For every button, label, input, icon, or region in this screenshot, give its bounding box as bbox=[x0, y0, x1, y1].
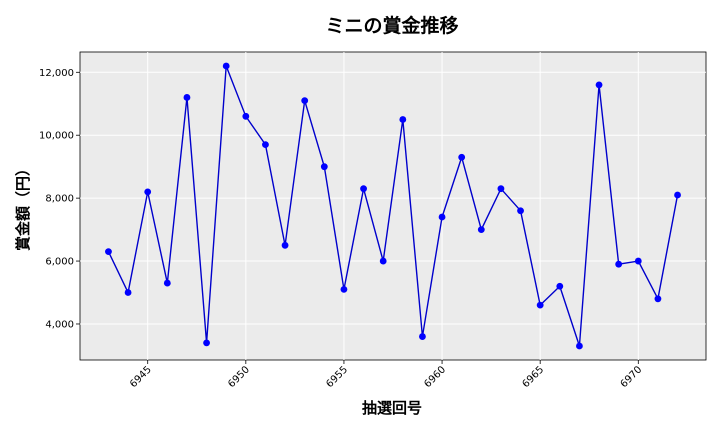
data-point bbox=[654, 295, 662, 303]
y-tick-label: 4,000 bbox=[45, 319, 74, 330]
y-tick-label: 12,000 bbox=[39, 68, 74, 79]
data-point bbox=[262, 141, 269, 149]
y-tick-label: 6,000 bbox=[45, 257, 74, 268]
x-tick-label: 6965 bbox=[521, 364, 547, 390]
data-point bbox=[203, 339, 210, 347]
series bbox=[105, 62, 681, 350]
x-tick-label: 6950 bbox=[226, 364, 252, 390]
data-point bbox=[379, 257, 387, 265]
data-point bbox=[183, 94, 191, 101]
data-point bbox=[497, 185, 505, 193]
data-point bbox=[556, 282, 564, 290]
data-point bbox=[360, 185, 367, 193]
data-point bbox=[615, 260, 623, 268]
data-point bbox=[144, 188, 152, 196]
data-point bbox=[438, 213, 446, 221]
data-point bbox=[105, 248, 112, 256]
data-point bbox=[576, 342, 583, 350]
data-point bbox=[458, 153, 466, 161]
data-point bbox=[124, 289, 132, 296]
grid bbox=[80, 52, 706, 360]
series-line bbox=[107, 65, 679, 347]
x-tick-label: 6955 bbox=[324, 364, 350, 390]
data-point bbox=[340, 285, 348, 293]
y-axis-label: 賞金額（円） bbox=[14, 161, 32, 251]
data-point bbox=[163, 279, 171, 287]
data-point bbox=[242, 112, 250, 120]
x-tick-label: 6945 bbox=[128, 364, 154, 390]
x-axis-label: 抽選回号 bbox=[362, 399, 422, 417]
data-point bbox=[281, 241, 289, 249]
data-point bbox=[399, 116, 407, 123]
data-point bbox=[320, 163, 328, 171]
data-point bbox=[634, 257, 642, 265]
data-point bbox=[301, 97, 309, 105]
x-tick-label: 6960 bbox=[422, 364, 448, 390]
chart-title: ミニの賞金推移 bbox=[325, 14, 458, 37]
x-tick-label: 6970 bbox=[619, 364, 645, 390]
data-point bbox=[517, 207, 524, 215]
y-tick-label: 8,000 bbox=[45, 194, 74, 205]
data-point bbox=[674, 191, 681, 199]
data-point bbox=[595, 81, 603, 89]
data-point bbox=[536, 301, 544, 309]
data-point bbox=[419, 333, 426, 340]
data-point bbox=[477, 226, 485, 233]
data-point bbox=[222, 62, 230, 70]
y-tick-label: 10,000 bbox=[39, 131, 74, 142]
